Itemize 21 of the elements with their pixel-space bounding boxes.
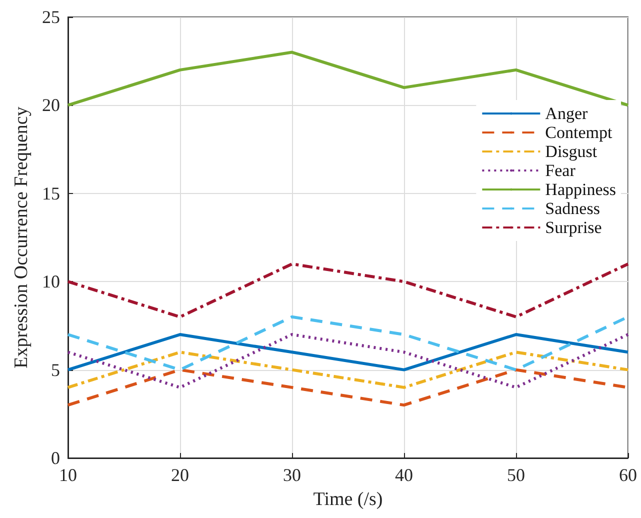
line-series	[66, 50, 630, 107]
x-tick-label: 50	[507, 465, 525, 485]
x-axis-title: Time (/s)	[313, 489, 383, 510]
x-tick-label: 60	[619, 465, 637, 485]
legend-label: Disgust	[545, 142, 598, 161]
y-tick-label: 20	[42, 95, 60, 116]
legend-label: Happiness	[545, 180, 616, 199]
x-tick-label: 20	[171, 465, 189, 485]
y-tick-label: 25	[42, 7, 60, 27]
y-axis-title: Expression Occurrence Frequency	[11, 106, 32, 368]
x-tick-label: 30	[283, 465, 301, 485]
legend-label: Contempt	[545, 123, 613, 142]
legend-label: Sadness	[545, 199, 600, 218]
y-tick-label: 10	[42, 272, 60, 292]
legend-label: Surprise	[545, 218, 602, 237]
legend-label: Anger	[545, 104, 588, 123]
x-tick-label: 40	[395, 465, 413, 485]
y-tick-label: 0	[51, 448, 60, 468]
legend-label: Fear	[545, 161, 576, 180]
y-tick-label: 15	[42, 183, 60, 204]
y-tick-label: 5	[51, 360, 60, 380]
